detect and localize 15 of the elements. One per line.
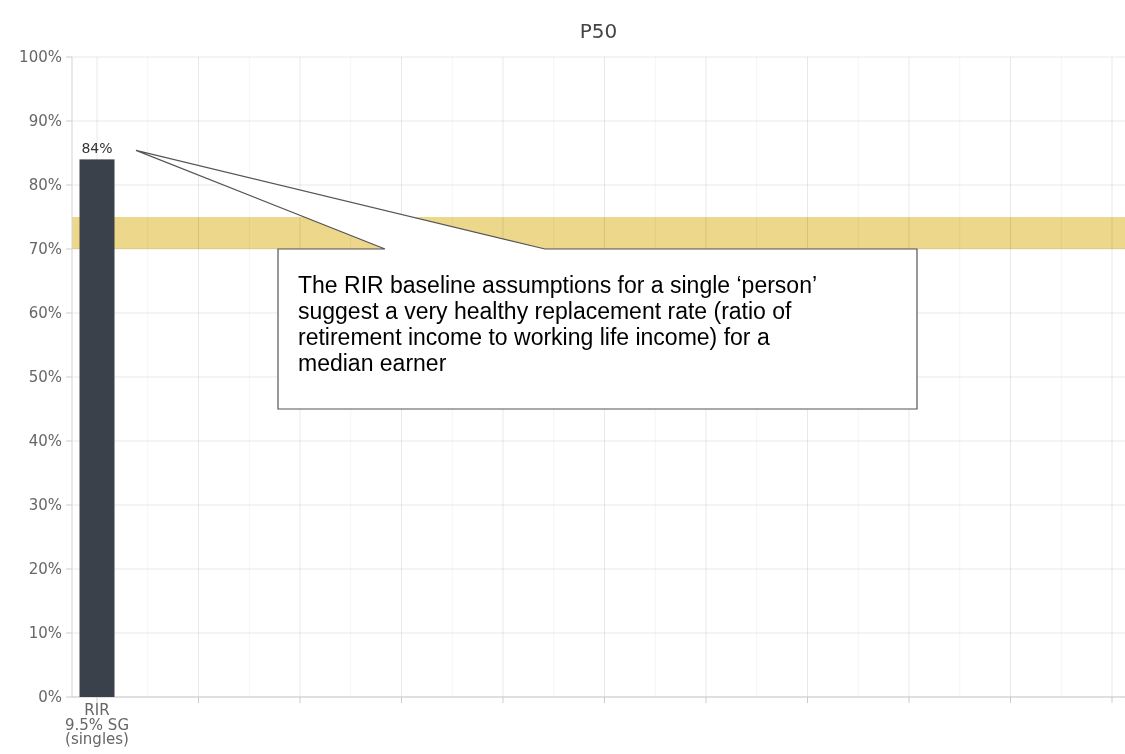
y-tick-label: 90% [28,112,62,131]
x-tick-label: RIR 9.5% SG (singles) [64,701,130,748]
y-tick-label: 20% [28,560,62,579]
data-label: 84% [81,140,113,157]
annotation: The RIR baseline assumptions for a single ‘person’ suggest a very healthy replacement rate (ratio of retirement income to working life income) for a median earner [298,272,818,376]
y-tick-label: 40% [28,432,62,451]
y-tick-label: 70% [28,240,62,259]
y-tick-label: 30% [28,496,62,515]
y-tick-label: 50% [28,368,62,387]
y-tick-label: 100% [19,48,62,67]
y-tick-label: 0% [38,688,62,707]
y-tick-label: 10% [28,624,62,643]
chart-title: P50 [579,19,618,43]
y-tick-label: 60% [28,304,62,323]
y-tick-label: 80% [28,176,62,195]
